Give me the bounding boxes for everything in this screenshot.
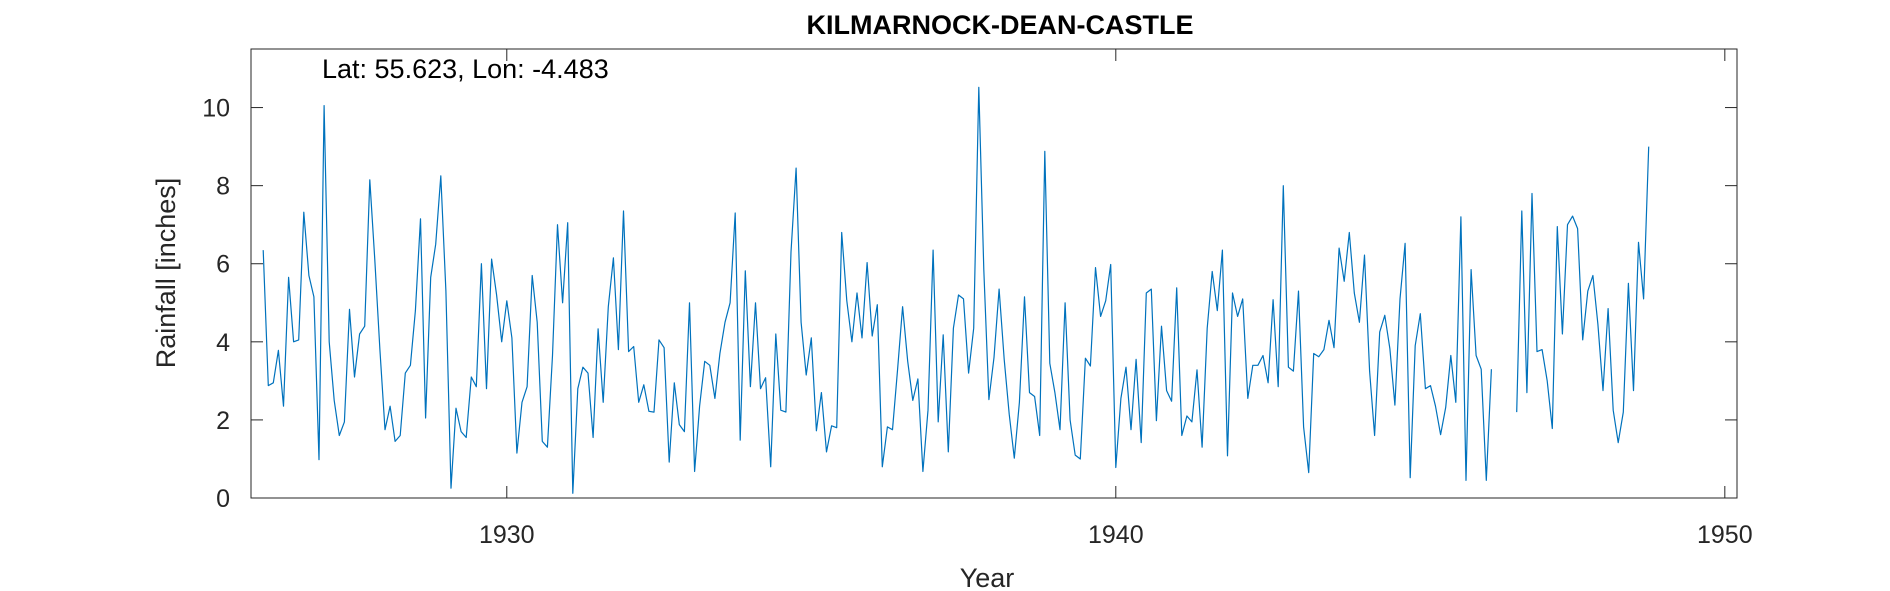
y-tick-label: 8 <box>216 173 230 201</box>
x-axis: 1930 1940 1950 <box>479 49 1753 549</box>
y-axis-label: Rainfall [inches] <box>151 178 181 369</box>
location-annotation: Lat: 55.623, Lon: -4.483 <box>322 54 609 84</box>
x-tick-label: 1950 <box>1697 521 1753 549</box>
rainfall-series-line <box>262 86 1492 494</box>
x-axis-label: Year <box>960 563 1015 591</box>
rainfall-series-line-segment <box>1516 146 1650 444</box>
y-tick-label: 0 <box>216 485 230 513</box>
y-tick-label: 6 <box>216 251 230 279</box>
y-tick-label: 10 <box>202 95 230 123</box>
y-axis: 0 2 4 6 8 10 <box>202 95 1737 513</box>
y-tick-label: 4 <box>216 329 230 357</box>
y-tick-label: 2 <box>216 407 230 435</box>
x-tick-label: 1930 <box>479 521 535 549</box>
chart-title: KILMARNOCK-DEAN-CASTLE <box>807 10 1194 40</box>
x-tick-label: 1940 <box>1088 521 1144 549</box>
plot-area <box>250 48 1738 499</box>
